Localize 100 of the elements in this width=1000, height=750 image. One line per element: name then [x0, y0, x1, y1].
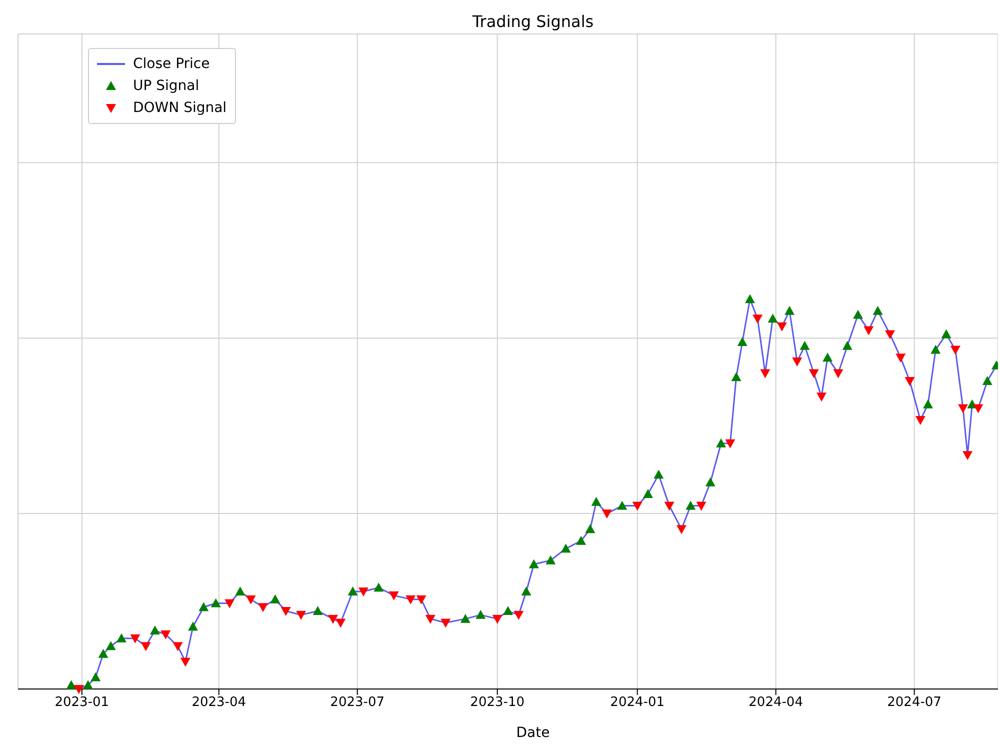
point: [602, 510, 612, 519]
point: [808, 369, 819, 378]
point: [896, 354, 906, 363]
point: [752, 314, 763, 324]
point: [312, 606, 323, 616]
legend-label: Close Price: [133, 56, 210, 72]
point: [884, 330, 895, 340]
point: [686, 500, 696, 510]
point: [950, 346, 960, 355]
point: [374, 582, 384, 592]
legend-label: UP Signal: [133, 78, 200, 94]
point: [106, 641, 116, 650]
point: [853, 310, 863, 319]
point: [725, 439, 736, 448]
point: [210, 598, 221, 608]
point: [822, 352, 833, 362]
point: [476, 610, 486, 619]
point: [705, 477, 716, 486]
point: [406, 595, 416, 604]
point: [872, 306, 883, 315]
legend-label: DOWN Signal: [133, 100, 227, 116]
point: [98, 648, 108, 658]
point: [66, 680, 76, 690]
point: [676, 525, 686, 534]
x-tick-label: 2023-07: [330, 695, 385, 710]
point: [74, 685, 84, 694]
point: [768, 314, 778, 323]
point: [962, 451, 973, 460]
point: [643, 489, 653, 498]
point: [923, 399, 933, 408]
point: [973, 404, 984, 414]
x-tick-label: 2023-04: [192, 695, 246, 710]
point: [246, 595, 256, 604]
point: [224, 599, 235, 608]
point: [941, 329, 952, 338]
point: [716, 438, 726, 448]
point: [744, 294, 755, 304]
point: [800, 340, 810, 350]
point: [492, 614, 502, 624]
point: [328, 614, 338, 624]
point: [83, 680, 93, 690]
point: [336, 618, 346, 628]
point: [270, 594, 280, 604]
point: [632, 502, 642, 511]
point: [460, 614, 470, 623]
point: [172, 642, 183, 652]
point: [560, 544, 571, 553]
point: [198, 602, 209, 612]
point: [864, 326, 874, 336]
point: [258, 603, 268, 612]
point: [816, 392, 826, 402]
point: [296, 610, 306, 620]
point: [521, 586, 532, 596]
point: [358, 588, 368, 597]
x-tick-label: 2023-10: [470, 695, 525, 710]
point: [416, 595, 426, 604]
point: [180, 658, 190, 667]
point: [160, 630, 171, 640]
point: [188, 622, 198, 631]
point: [737, 337, 748, 346]
point: [776, 322, 787, 332]
point: [792, 358, 802, 366]
x-tick-label: 2024-01: [610, 695, 665, 710]
point: [731, 372, 742, 382]
point: [664, 502, 674, 511]
x-tick-label: 2023-01: [54, 695, 110, 710]
point: [760, 369, 770, 378]
point: [930, 344, 941, 354]
point: [140, 642, 151, 652]
point: [915, 416, 926, 425]
point: [833, 369, 844, 378]
point: [514, 610, 524, 620]
point: [388, 591, 399, 600]
point: [576, 536, 586, 545]
point: [546, 555, 556, 564]
point: [425, 614, 436, 624]
point: [784, 306, 795, 315]
point: [982, 376, 992, 385]
point: [696, 502, 706, 511]
x-tick-label: 2024-07: [887, 695, 942, 710]
point: [654, 470, 664, 479]
point: [280, 607, 291, 616]
point: [591, 496, 602, 506]
point: [958, 404, 968, 414]
point: [904, 376, 915, 386]
point: [842, 340, 852, 350]
point: [440, 618, 451, 628]
point: [585, 524, 596, 534]
point: [503, 606, 513, 616]
point: [348, 586, 358, 596]
point: [235, 586, 246, 596]
x-tick-label: 2024-04: [748, 695, 803, 710]
point: [528, 559, 539, 568]
point: [116, 633, 126, 642]
point: [150, 626, 160, 635]
chart-title: Trading Signals: [471, 12, 595, 31]
point: [130, 634, 140, 644]
x-axis-title: Date: [515, 725, 551, 741]
point: [617, 500, 628, 510]
point: [90, 672, 101, 682]
